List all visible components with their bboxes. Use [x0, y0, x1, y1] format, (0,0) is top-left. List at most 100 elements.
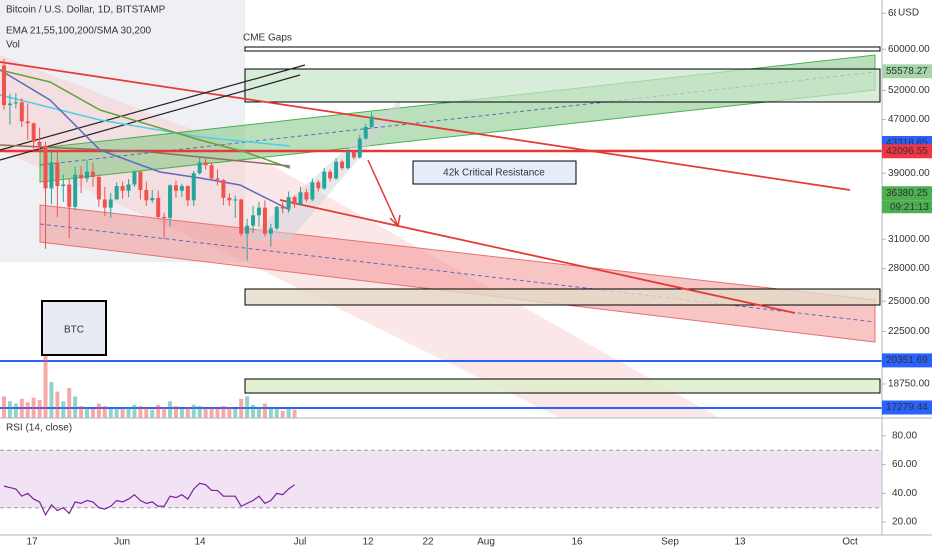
currency-label: USD	[898, 8, 919, 19]
volume-bar	[209, 407, 214, 418]
arrow-head	[389, 214, 401, 228]
volume-bar	[191, 404, 196, 418]
rsi-band	[0, 450, 882, 508]
candle-body	[55, 162, 60, 187]
volume-bar	[13, 403, 18, 418]
gap-box	[244, 288, 881, 306]
candle-body	[126, 184, 131, 191]
volume-bar	[262, 403, 267, 418]
price-tag	[882, 144, 932, 159]
x-tick-label: Aug	[477, 537, 495, 548]
candle-body	[328, 171, 333, 179]
volume-bar	[25, 402, 30, 418]
candle-body	[144, 189, 149, 201]
volume-bar	[162, 407, 167, 418]
candle-body	[25, 121, 30, 124]
price-tag-label: 43318.85	[886, 138, 928, 149]
candle-body	[274, 206, 279, 229]
price-tag-label: 42096.55	[886, 146, 928, 157]
candle-body	[85, 171, 90, 179]
candle-body	[108, 199, 113, 208]
candle-body	[37, 141, 42, 146]
volume-bar	[292, 409, 297, 418]
volume-bar	[221, 406, 226, 418]
y-tick-label: 47000.00	[888, 114, 930, 125]
price-tag	[882, 186, 932, 201]
candle-body	[168, 185, 173, 218]
price-tag	[882, 64, 932, 79]
candle-body	[102, 199, 107, 208]
candle-body	[280, 206, 285, 209]
candle-body	[357, 138, 362, 158]
volume-bar	[233, 408, 238, 418]
volume-label: Vol	[6, 40, 20, 51]
candle-body	[19, 102, 24, 122]
y-tick-label: 52000.00	[888, 85, 930, 96]
volume-bar	[239, 398, 244, 418]
volume-bar	[61, 401, 66, 418]
volume-bar	[2, 396, 6, 418]
x-tick-label: Jul	[294, 537, 307, 548]
candle-body	[191, 173, 196, 201]
candle-body	[221, 179, 226, 198]
volume-bar	[227, 407, 232, 418]
candle-body	[298, 192, 303, 205]
candle-body	[245, 225, 250, 234]
volume-bar	[67, 388, 72, 418]
price-tag-label: 17279.44	[886, 402, 928, 413]
candle-body	[138, 171, 143, 190]
currency-box	[896, 7, 922, 19]
volume-bar	[55, 391, 60, 418]
volume-bar	[185, 407, 190, 418]
volume-bar	[156, 404, 161, 418]
candle-body	[262, 207, 267, 234]
volume-bar	[79, 406, 84, 418]
volume-bar	[49, 382, 54, 418]
price-tag	[882, 400, 932, 415]
moving-average	[0, 94, 291, 147]
volume-bar	[280, 410, 285, 418]
x-tick-label: 17	[26, 537, 38, 548]
candle-body	[203, 162, 208, 166]
y-tick-label: 28000.00	[888, 263, 930, 274]
candle-body	[7, 103, 12, 106]
candle-body	[13, 102, 18, 104]
candle-body	[369, 116, 374, 127]
annotation: CME Gaps	[243, 33, 292, 44]
y-tick-label: 18750.00	[888, 379, 930, 390]
volume-bar	[203, 408, 208, 418]
candle-body	[239, 199, 244, 234]
candle-body	[179, 186, 184, 191]
volume-bar	[120, 408, 125, 418]
price-tag-label: 36380.25	[886, 188, 928, 199]
trend-line	[0, 64, 306, 151]
volume-bar	[256, 407, 261, 418]
candle-body	[173, 185, 178, 191]
annotation-box	[41, 300, 107, 356]
volume-bar	[197, 406, 202, 418]
candle-body	[292, 197, 297, 205]
rising-wedge	[245, 100, 400, 240]
candle-body	[120, 186, 125, 191]
countdown-bg	[882, 200, 932, 214]
volume-bar	[144, 407, 149, 418]
y-tick-label: 80.00	[892, 430, 917, 441]
volume-bar	[215, 408, 220, 418]
candle-body	[256, 207, 261, 216]
candle-body	[61, 184, 66, 187]
candle-body	[268, 228, 273, 234]
volume-bar	[286, 408, 291, 418]
y-tick-label: 20.00	[892, 517, 917, 528]
volume-bar	[43, 352, 48, 418]
candle-body	[340, 161, 345, 169]
annotation: 42k Critical Resistance	[443, 168, 545, 179]
price-axis-bg	[882, 0, 932, 550]
moving-average	[0, 144, 291, 167]
x-tick-label: 16	[571, 537, 583, 548]
arrow	[367, 159, 399, 227]
x-tick-label: 14	[194, 537, 206, 548]
volume-bar	[274, 407, 279, 418]
volume-bar	[268, 408, 273, 418]
moving-average	[0, 69, 291, 169]
